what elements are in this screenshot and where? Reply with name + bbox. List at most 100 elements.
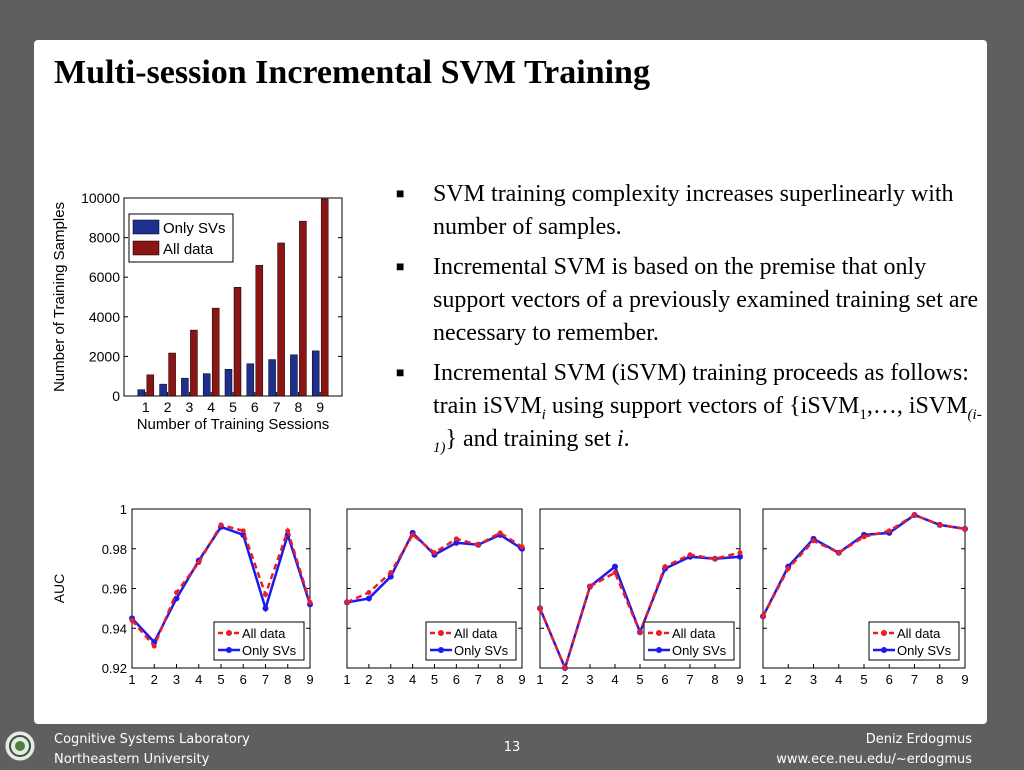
legend-label: Only SVs (454, 643, 509, 658)
data-point (519, 544, 525, 550)
bar (211, 307, 220, 397)
data-point (497, 530, 503, 536)
x-tick-label: 2 (151, 672, 158, 687)
x-tick-label: 4 (611, 672, 618, 687)
bullet-item: ■ SVM training complexity increases super… (396, 178, 986, 244)
data-point (307, 599, 313, 605)
data-point (537, 605, 543, 611)
x-tick-label: 4 (207, 399, 215, 415)
data-point (151, 643, 157, 649)
bar (311, 350, 320, 397)
slide: Multi-session Incremental SVM Training 0… (34, 40, 987, 724)
author-name: Deniz Erdogmus (865, 732, 972, 747)
bar (290, 354, 298, 397)
data-point (344, 599, 350, 605)
legend-marker (881, 630, 887, 636)
legend-box (425, 621, 517, 661)
x-tick-label: 9 (961, 672, 968, 687)
x-tick-label: 1 (759, 672, 766, 687)
x-tick-label: 7 (911, 672, 918, 687)
bar (224, 369, 233, 397)
x-tick-label: 9 (736, 672, 743, 687)
y-tick-label: 8000 (89, 230, 120, 246)
auc-chart-4: 1 2 3 4 5 6 7 8 9 All data Only SVs (759, 508, 969, 687)
bar (168, 352, 176, 397)
x-tick-label: 9 (518, 672, 525, 687)
data-point (365, 595, 372, 602)
legend-label: Only SVs (242, 643, 297, 658)
legend-box (868, 621, 960, 661)
series-line (761, 513, 966, 617)
y-tick-label: 4000 (89, 309, 120, 325)
bar (146, 374, 155, 397)
y-tick-label: 0.94 (102, 621, 127, 636)
x-tick-label: 1 (536, 672, 543, 687)
legend-label: All data (242, 626, 286, 641)
legend-marker (226, 630, 232, 636)
footer-left: Cognitive Systems Laboratory Northeaster… (54, 730, 250, 770)
legend-box (643, 621, 735, 661)
x-tick-label: 5 (636, 672, 643, 687)
x-tick-label: 9 (306, 672, 313, 687)
bar (190, 329, 198, 397)
x-tick-label: 7 (475, 672, 482, 687)
data-point (836, 550, 842, 556)
y-axis-label: AUC (51, 574, 67, 604)
x-tick-label: 1 (128, 672, 135, 687)
bar (268, 359, 276, 397)
bar (299, 220, 307, 397)
y-tick-label: 0.98 (102, 542, 127, 557)
bar (137, 389, 146, 397)
data-point (737, 553, 743, 560)
auc-chart-3: 1 2 3 4 5 6 7 8 9 All data Only SVs (536, 508, 744, 687)
legend-marker (438, 630, 444, 636)
x-tick-label: 4 (409, 672, 416, 687)
x-tick-label: 6 (886, 672, 893, 687)
x-tick-label: 8 (711, 672, 718, 687)
x-tick-label: 5 (217, 672, 224, 687)
y-tick-label: 1 (120, 502, 127, 517)
data-point (737, 550, 743, 556)
data-point (453, 536, 459, 542)
x-tick-label: 7 (686, 672, 693, 687)
page-number: 13 (503, 740, 521, 755)
data-point (712, 556, 718, 562)
bullet-item: ■ Incremental SVM (iSVM) training proceed… (396, 357, 986, 456)
data-point (637, 629, 643, 635)
legend-label: All data (163, 241, 214, 258)
x-tick-label: 4 (195, 672, 202, 687)
data-point (366, 589, 372, 595)
x-tick-label: 6 (240, 672, 247, 687)
data-point (174, 589, 179, 595)
data-point (129, 617, 135, 623)
bar (233, 287, 242, 397)
data-point (811, 538, 816, 544)
y-tick-label: 0.92 (102, 661, 127, 676)
bullet-marker-icon: ■ (396, 260, 405, 275)
data-point (196, 560, 202, 566)
x-tick-label: 8 (284, 672, 291, 687)
data-point (861, 534, 867, 540)
data-point (912, 512, 917, 518)
auc-chart-2: 1 2 3 4 5 6 7 8 9 All data Only SVs (343, 508, 526, 687)
data-point (785, 566, 791, 572)
data-point (612, 570, 618, 576)
legend-marker (656, 630, 662, 636)
bar (277, 242, 285, 397)
legend-label: Only SVs (163, 220, 226, 237)
x-tick-label: 3 (173, 672, 180, 687)
bullet-item: ■ Incremental SVM is based on the premise… (396, 251, 986, 350)
x-tick-label: 3 (387, 672, 394, 687)
x-tick-label: 1 (343, 672, 350, 687)
data-point (218, 522, 224, 528)
legend-swatch (132, 240, 160, 256)
x-tick-label: 6 (453, 672, 460, 687)
data-point (263, 591, 268, 597)
slide-title: Multi-session Incremental SVM Training (54, 54, 650, 91)
data-point (453, 539, 460, 546)
bullet-text: Incremental SVM is based on the premise … (433, 254, 979, 346)
bar (246, 363, 255, 397)
x-tick-label: 2 (164, 399, 172, 415)
data-point (475, 542, 481, 548)
